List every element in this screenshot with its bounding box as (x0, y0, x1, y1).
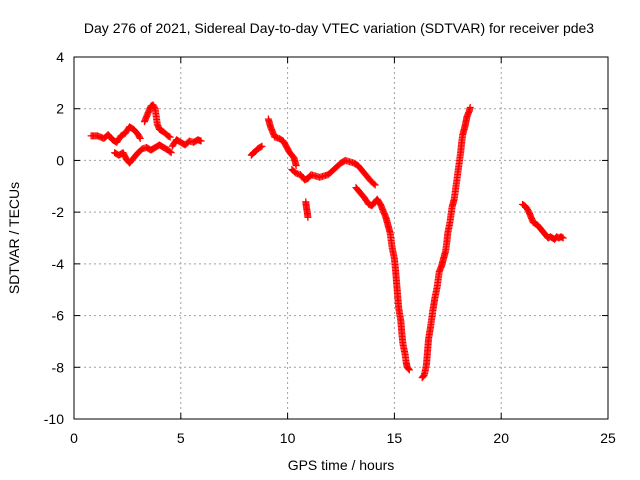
axis-ticks (73, 56, 609, 420)
x-tick-label: 5 (177, 430, 185, 446)
grid-lines (74, 57, 608, 419)
data-point (558, 233, 566, 241)
data-point (404, 364, 412, 372)
plot-frame (73, 56, 609, 420)
data-point (257, 143, 265, 151)
data-point (405, 365, 413, 373)
y-tick-label: 2 (56, 101, 64, 117)
y-tick-label: -4 (52, 256, 65, 272)
data-point (166, 133, 174, 141)
x-tick-label: 10 (280, 430, 296, 446)
y-tick-label: -6 (52, 308, 65, 324)
x-axis-label: GPS time / hours (288, 457, 395, 473)
data-point (559, 234, 567, 242)
data-points (87, 101, 567, 382)
y-tick-label: 4 (56, 49, 64, 65)
y-tick-label: -10 (44, 411, 64, 427)
data-point (167, 149, 175, 157)
data-point (197, 137, 205, 145)
chart-title: Day 276 of 2021, Sidereal Day-to-day VTE… (84, 20, 594, 36)
data-point (466, 103, 474, 111)
x-tick-label: 15 (387, 430, 403, 446)
data-point (370, 180, 378, 188)
y-tick-label: -8 (52, 359, 65, 375)
data-point (292, 162, 300, 170)
data-point (371, 181, 379, 189)
data-point (166, 148, 174, 156)
x-tick-labels: 0 5 10 15 20 25 (70, 430, 616, 446)
y-tick-label: -2 (52, 204, 65, 220)
data-point (405, 366, 413, 374)
y-tick-label: 0 (56, 152, 64, 168)
data-point (419, 373, 427, 381)
data-point (136, 134, 144, 142)
data-point (136, 133, 144, 141)
y-tick-labels: -10 -8 -6 -4 -2 0 2 4 (44, 49, 64, 427)
data-point (258, 142, 266, 150)
x-tick-label: 0 (70, 430, 78, 446)
data-point (304, 213, 312, 221)
data-point (165, 133, 173, 141)
x-tick-label: 20 (493, 430, 509, 446)
y-axis-label: SDTVAR / TECUs (6, 182, 22, 294)
x-tick-label: 25 (600, 430, 616, 446)
